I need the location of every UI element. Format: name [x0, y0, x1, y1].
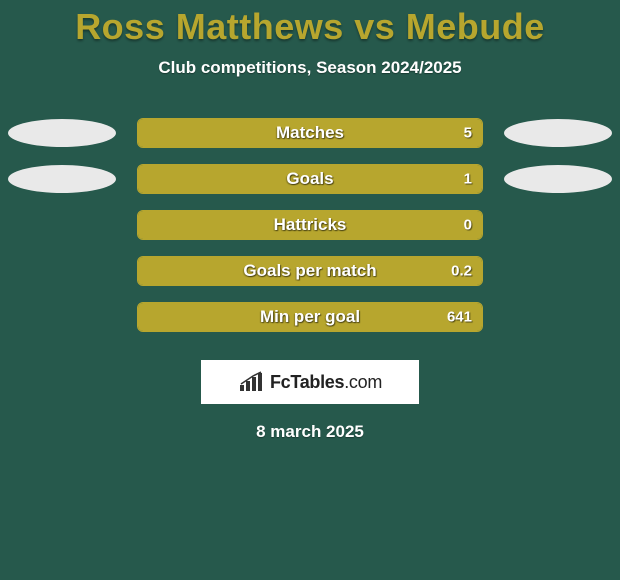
- stat-row: Goals per match 0.2: [0, 248, 620, 294]
- bar-label: Goals per match: [243, 261, 376, 281]
- comparison-chart: Ross Matthews vs Mebude Club competition…: [0, 0, 620, 580]
- bar-label: Matches: [276, 123, 344, 143]
- logo-text-main: FcTables: [270, 372, 344, 392]
- value-right: 1: [464, 171, 472, 188]
- left-oval: [8, 119, 116, 147]
- stat-row: Goals 1: [0, 156, 620, 202]
- left-oval: [8, 165, 116, 193]
- bar-label: Hattricks: [274, 215, 347, 235]
- stat-row: Matches 5: [0, 110, 620, 156]
- bar-track: Min per goal: [137, 302, 483, 332]
- value-right: 5: [464, 125, 472, 142]
- stat-row: Hattricks 0: [0, 202, 620, 248]
- bar-label: Goals: [286, 169, 333, 189]
- value-right: 0.2: [451, 263, 472, 280]
- bar-track: Hattricks: [137, 210, 483, 240]
- value-right: 0: [464, 217, 472, 234]
- logo-bars-icon: [238, 371, 264, 393]
- bar-track: Goals: [137, 164, 483, 194]
- stat-row: Min per goal 641: [0, 294, 620, 340]
- chart-area: Matches 5 Goals 1 Hattricks 0 Goals per match 0…: [0, 110, 620, 340]
- logo-text: FcTables.com: [270, 372, 382, 393]
- right-oval: [504, 119, 612, 147]
- value-right: 641: [447, 309, 472, 326]
- bar-label: Min per goal: [260, 307, 360, 327]
- subtitle: Club competitions, Season 2024/2025: [0, 58, 620, 78]
- bar-track: Matches: [137, 118, 483, 148]
- page-title: Ross Matthews vs Mebude: [0, 0, 620, 48]
- bar-track: Goals per match: [137, 256, 483, 286]
- date-text: 8 march 2025: [0, 422, 620, 442]
- logo-text-domain: .com: [344, 372, 382, 392]
- logo-box: FcTables.com: [201, 360, 419, 404]
- right-oval: [504, 165, 612, 193]
